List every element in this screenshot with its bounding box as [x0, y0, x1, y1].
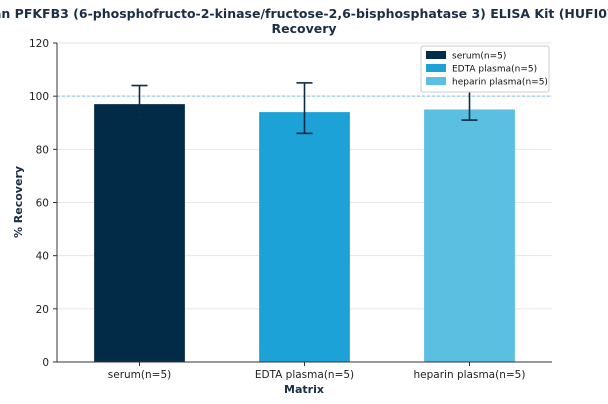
x-tick-label: serum(n=5): [108, 369, 171, 381]
y-tick-label: 20: [36, 304, 49, 316]
bar: [424, 109, 515, 362]
legend-label: serum(n=5): [452, 52, 506, 62]
legend-swatch: [426, 64, 446, 72]
chart-subtitle: Recovery: [271, 21, 336, 36]
legend: serum(n=5) EDTA plasma(n=5) heparin plasma…: [420, 45, 550, 93]
error-bars: [131, 82, 478, 135]
y-tick-label: 100: [29, 91, 49, 103]
y-tick-label: 40: [36, 251, 49, 263]
x-tick-label: heparin plasma(n=5): [414, 369, 526, 381]
bar: [94, 104, 185, 363]
y-tick-label: 80: [36, 144, 49, 156]
x-tick-label: EDTA plasma(n=5): [255, 369, 354, 381]
x-ticks: serum(n=5) EDTA plasma(n=5) heparin plasma…: [108, 362, 526, 381]
y-axis-label: % Recovery: [12, 166, 25, 238]
bars: [94, 104, 515, 363]
legend-swatch: [426, 77, 446, 85]
y-tick-label: 120: [29, 38, 49, 50]
bar: [259, 112, 350, 362]
chart-title: Human PFKFB3 (6-phosphofructo-2-kinase/f…: [0, 6, 608, 21]
y-tick-label: 60: [36, 198, 49, 210]
legend-swatch: [426, 51, 446, 59]
y-tick-label: 0: [42, 357, 49, 369]
legend-label: heparin plasma(n=5): [452, 78, 548, 88]
legend-label: EDTA plasma(n=5): [452, 65, 537, 75]
legend-frame: [420, 45, 550, 93]
y-ticks: 0 20 40 60 80 100 120: [29, 38, 57, 369]
x-axis-label: Matrix: [284, 383, 324, 396]
